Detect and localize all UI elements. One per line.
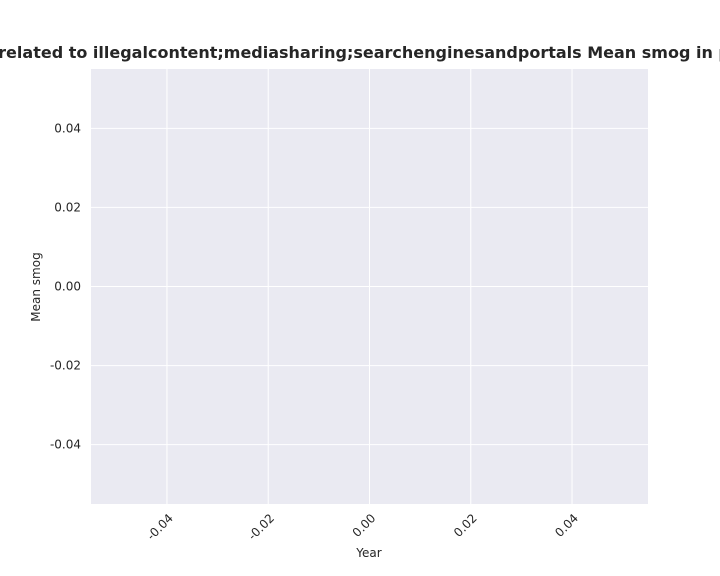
x-tick-label: -0.04 — [144, 511, 176, 543]
x-tick-label: 0.04 — [552, 511, 581, 540]
y-tick-label: -0.04 — [50, 438, 81, 452]
x-tick-label: 0.02 — [451, 511, 480, 540]
y-tick-label: 0.04 — [54, 121, 81, 135]
y-axis-label: Mean smog — [29, 252, 43, 321]
chart-title: ies are related to illegalcontent;medias… — [0, 43, 720, 62]
y-tick-label: 0.02 — [54, 200, 81, 214]
y-tick-label: -0.02 — [50, 359, 81, 373]
x-tick-label: -0.02 — [245, 511, 277, 543]
y-tick-label: 0.00 — [54, 280, 81, 294]
x-axis-label: Year — [355, 546, 381, 560]
x-tick-label: 0.00 — [350, 511, 379, 540]
